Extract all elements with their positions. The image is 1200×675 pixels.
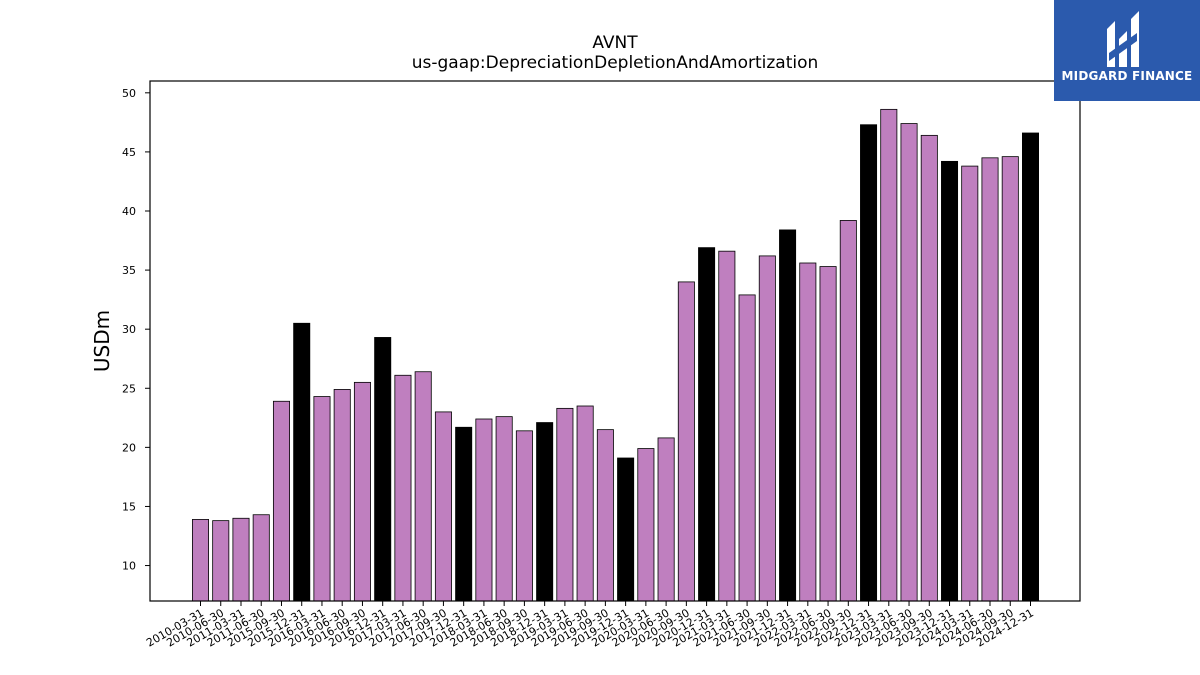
y-axis: 10 15 20 25 30 35 40 45 50 <box>122 87 150 573</box>
bar-2011-03-31 <box>232 517 250 602</box>
bar-2019-03-31 <box>556 407 574 602</box>
bar-2022-09-30 <box>839 220 857 602</box>
bar-2010-06-30 <box>212 520 230 602</box>
bar-2021-03-31 <box>718 250 736 602</box>
bar-2020-03-31 <box>637 448 655 602</box>
bar-2021-09-30 <box>758 255 776 602</box>
bar-2011-06-30 <box>252 514 270 602</box>
bar-2020-09-30 <box>677 281 695 602</box>
chart-title: AVNT <box>592 33 638 53</box>
bar-2015-09-30 <box>272 400 290 602</box>
bar-2017-03-31 <box>394 374 412 602</box>
bar-2022-12-31 <box>860 124 878 602</box>
bar-2023-09-30 <box>920 134 938 602</box>
bar-2018-09-30 <box>515 430 533 602</box>
bar-2018-06-30 <box>495 416 513 602</box>
bar-2019-12-31 <box>617 457 635 602</box>
bar-2017-12-31 <box>455 426 473 602</box>
bar-2019-06-30 <box>576 405 594 602</box>
bar-2018-12-31 <box>536 422 554 602</box>
bar-2023-12-31 <box>941 160 959 602</box>
y-tick-label: 10 <box>122 560 136 573</box>
bar-2020-12-31 <box>698 247 716 602</box>
bars-group <box>191 108 1040 602</box>
y-tick-label: 50 <box>122 87 136 100</box>
logo-text: MIDGARD FINANCE <box>1061 69 1193 83</box>
bar-2016-12-31 <box>374 337 392 602</box>
bar-2017-06-30 <box>414 371 432 602</box>
bar-2024-03-31 <box>961 165 979 602</box>
y-tick-label: 30 <box>122 323 136 336</box>
bar-2018-03-31 <box>475 418 493 602</box>
bar-2016-06-30 <box>333 389 351 602</box>
bar-2021-06-30 <box>738 294 756 602</box>
bar-2023-06-30 <box>900 123 918 602</box>
y-tick-label: 25 <box>122 382 136 395</box>
bar-2021-12-31 <box>779 229 797 602</box>
y-tick-label: 20 <box>122 441 136 454</box>
bar-2016-09-30 <box>353 381 371 602</box>
y-tick-label: 15 <box>122 500 136 513</box>
chart-subtitle: us-gaap:DepreciationDepletionAndAmortiza… <box>412 53 819 73</box>
bar-2017-09-30 <box>434 411 452 602</box>
bar-2023-03-31 <box>880 108 898 602</box>
midgard-logo-icon <box>1107 11 1139 67</box>
bar-2020-06-30 <box>657 437 675 602</box>
bar-2016-03-31 <box>313 396 331 602</box>
x-axis: 2010-03-312010-06-302011-03-312011-06-30… <box>144 601 1036 650</box>
bar-2024-09-30 <box>1001 156 1019 602</box>
bar-2022-06-30 <box>819 266 837 602</box>
bar-2015-12-31 <box>293 322 311 602</box>
bar-2024-06-30 <box>981 157 999 602</box>
y-tick-label: 35 <box>122 264 136 277</box>
plot-frame <box>149 80 1081 602</box>
y-axis-label: USDm <box>90 310 114 372</box>
bar-2024-12-31 <box>1022 132 1040 602</box>
bar-2022-03-31 <box>799 262 817 602</box>
bar-2019-09-30 <box>596 429 614 602</box>
midgard-finance-logo: MIDGARD FINANCE <box>1054 0 1200 101</box>
y-tick-label: 40 <box>122 205 136 218</box>
y-tick-label: 45 <box>122 146 136 159</box>
bar-2010-03-31 <box>191 519 209 602</box>
